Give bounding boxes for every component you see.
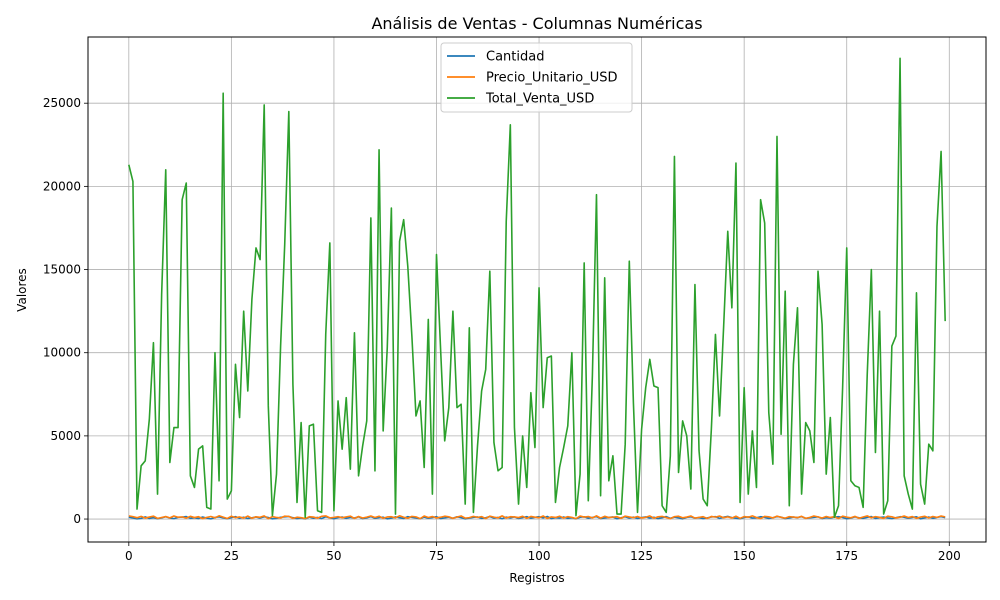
y-tick-label: 15000 [43, 263, 81, 277]
grid [88, 37, 986, 542]
x-tick-label: 200 [938, 549, 961, 563]
series-line-precio-unitario-usd [128, 514, 946, 520]
legend-label: Precio_Unitario_USD [486, 71, 618, 86]
x-tick-label: 50 [326, 549, 341, 563]
legend-label: Cantidad [486, 50, 544, 65]
series-line-total-venta-usd [128, 57, 946, 519]
y-tick-label: 5000 [50, 429, 81, 443]
y-tick-label: 25000 [43, 96, 81, 110]
series-lines [128, 57, 946, 520]
legend: Cantidad Precio_Unitario_USD Total_Venta_U… [440, 42, 633, 113]
x-tick-label: 150 [733, 549, 756, 563]
legend-label: Total_Venta_USD [485, 92, 594, 107]
plot-frame [87, 36, 987, 543]
x-axis-title: Registros [509, 571, 564, 585]
y-axis-title: Valores [15, 268, 29, 312]
y-tick-label: 20000 [43, 179, 81, 193]
axis-ticks: 0 25 50 75 100 125 150 175 200 0 5000 10000 15000 200… [43, 96, 961, 563]
x-tick-label: 0 [125, 549, 133, 563]
x-tick-label: 25 [224, 549, 239, 563]
legend-box [440, 42, 633, 113]
x-tick-label: 100 [528, 549, 551, 563]
x-tick-label: 175 [835, 549, 858, 563]
y-tick-label: 0 [73, 512, 81, 526]
y-tick-label: 10000 [43, 346, 81, 360]
chart-title: Análisis de Ventas - Columnas Numéricas [371, 14, 702, 33]
x-tick-label: 125 [630, 549, 653, 563]
x-tick-label: 75 [429, 549, 444, 563]
